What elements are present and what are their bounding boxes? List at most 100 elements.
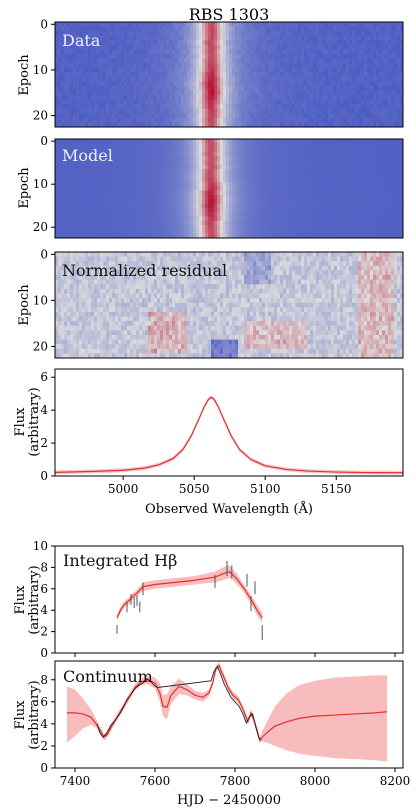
heatmap-cell: [97, 22, 101, 27]
heatmap-cell: [268, 26, 272, 32]
heatmap-cell: [139, 207, 143, 213]
heatmap-cell: [235, 53, 239, 59]
heatmap-cell: [109, 72, 113, 78]
heatmap-cell: [385, 143, 389, 148]
heatmap-cell: [148, 44, 152, 50]
heatmap-cell: [100, 104, 104, 110]
heatmap-cell: [136, 49, 140, 55]
heatmap-cell: [313, 216, 317, 222]
heatmap-cell: [388, 63, 392, 69]
heatmap-cell: [145, 67, 149, 73]
heatmap-cell: [190, 76, 194, 82]
heatmap-cell: [130, 53, 134, 59]
heatmap-cell: [163, 186, 167, 192]
heatmap-cell: [220, 35, 224, 41]
heatmap-cell: [67, 182, 71, 187]
heatmap-cell: [205, 72, 209, 78]
heatmap-cell: [226, 143, 230, 148]
heatmap-cell: [325, 35, 329, 41]
heatmap-cell: [130, 156, 134, 161]
heatmap-cell: [340, 95, 344, 101]
heatmap-cell: [319, 44, 323, 50]
heatmap-cell: [298, 117, 302, 123]
heatmap-cell: [55, 90, 59, 96]
heatmap-cell: [214, 143, 218, 148]
heatmap-cell: [97, 199, 101, 204]
heatmap-cell: [241, 160, 245, 166]
heatmap-cell: [61, 160, 65, 166]
heatmap-cell: [160, 31, 164, 37]
heatmap-cell: [196, 117, 200, 123]
heatmap-cell: [238, 207, 242, 213]
heatmap-cell: [280, 53, 284, 59]
heatmap-cell: [100, 122, 104, 128]
heatmap-cell: [163, 169, 167, 174]
heatmap-cell: [244, 212, 248, 217]
heatmap-cell: [97, 40, 101, 46]
heatmap-cell: [196, 76, 200, 82]
heatmap-cell: [166, 212, 170, 217]
heatmap-cell: [85, 169, 89, 174]
heatmap-cell: [136, 53, 140, 59]
heatmap-cell: [118, 220, 122, 226]
heatmap-cell: [232, 199, 236, 204]
heatmap-cell: [76, 139, 80, 144]
heatmap-cell: [163, 216, 167, 222]
heatmap-cell: [274, 173, 278, 179]
heatmap-cell: [271, 203, 275, 209]
heatmap-cell: [355, 95, 359, 101]
heatmap-cell: [385, 95, 389, 101]
heatmap-cell: [268, 72, 272, 78]
heatmap-cell: [127, 212, 131, 217]
heatmap-cell: [277, 186, 281, 192]
heatmap-cell: [157, 169, 161, 174]
heatmap-cell: [97, 72, 101, 78]
heatmap-cell: [124, 99, 128, 105]
heatmap-cell: [349, 151, 353, 157]
heatmap-cell: [379, 156, 383, 161]
heatmap-cell: [64, 44, 68, 50]
heatmap-cell: [151, 44, 155, 50]
heatmap-cell: [148, 90, 152, 96]
heatmap-cell: [172, 173, 176, 179]
heatmap-cell: [73, 67, 77, 73]
heatmap-cell: [124, 151, 128, 157]
heatmap-cell: [229, 173, 233, 179]
heatmap-cell: [343, 212, 347, 217]
heatmap-cell: [298, 177, 302, 183]
heatmap-cell: [166, 44, 170, 50]
heatmap-cell: [199, 207, 203, 213]
heatmap-cell: [238, 90, 242, 96]
heatmap-cell: [367, 212, 371, 217]
heatmap-cell: [337, 194, 341, 200]
heatmap-cell: [283, 95, 287, 101]
heatmap-cell: [340, 177, 344, 183]
heatmap-cell: [286, 95, 290, 101]
heatmap-cell: [199, 67, 203, 73]
heatmap-cell: [298, 113, 302, 119]
heatmap-cell: [385, 81, 389, 87]
heatmap-cell: [103, 58, 107, 64]
heatmap-cell: [181, 207, 185, 213]
heatmap-cell: [112, 53, 116, 59]
heatmap-cell: [253, 26, 257, 32]
heatmap-cell: [133, 44, 137, 50]
heatmap-cell: [250, 117, 254, 123]
heatmap-cell: [205, 22, 209, 27]
heatmap-cell: [337, 164, 341, 170]
heatmap-cell: [238, 40, 242, 46]
heatmap-cell: [181, 95, 185, 101]
heatmap-cell: [214, 67, 218, 73]
heatmap-cell: [148, 26, 152, 32]
heatmap-cell: [334, 151, 338, 157]
heatmap-cell: [256, 177, 260, 183]
heatmap-cell: [280, 22, 284, 27]
heatmap-cell: [118, 49, 122, 55]
heatmap-cell: [265, 63, 269, 69]
heatmap-cell: [304, 122, 308, 128]
heatmap-cell: [97, 117, 101, 123]
heatmap-cell: [271, 177, 275, 183]
heatmap-cell: [193, 90, 197, 96]
heatmap-cell: [277, 207, 281, 213]
heatmap-cell: [187, 177, 191, 183]
